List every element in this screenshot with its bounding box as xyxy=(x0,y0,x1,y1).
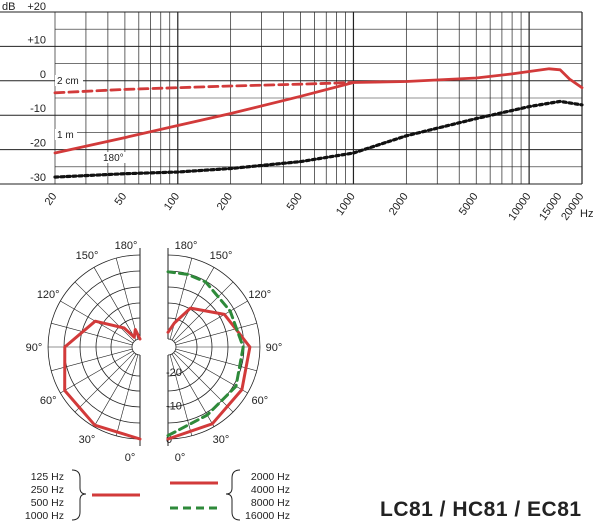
polar-spoke xyxy=(175,322,257,346)
series-line xyxy=(352,67,584,90)
series-label: 1 m xyxy=(57,130,74,141)
polar-radial-label: -20 xyxy=(166,367,182,379)
polar-spoke xyxy=(93,353,137,427)
polar-angle-label: 0° xyxy=(175,452,186,464)
polar-angle-label: 180° xyxy=(115,240,138,252)
legend-frequency-label: 250 Hz xyxy=(31,484,64,496)
series-label-bg xyxy=(55,129,77,140)
polar-spoke xyxy=(175,348,257,372)
polar-angle-label: 90° xyxy=(26,342,43,354)
polar-spoke xyxy=(60,350,134,394)
polar-angle-label: 120° xyxy=(37,289,60,301)
polar-angle-label: 180° xyxy=(175,240,198,252)
polar-angle-label: 150° xyxy=(76,250,99,262)
series-label-bg xyxy=(55,75,83,86)
y-tick-label: 0 xyxy=(40,69,46,81)
series-label: 180° xyxy=(103,153,124,164)
y-tick-label: +10 xyxy=(27,34,46,46)
legend-brace xyxy=(225,469,241,521)
x-tick-label: 2000 xyxy=(387,191,411,218)
polar-angle-label: 150° xyxy=(210,250,233,262)
y-tick-label: -30 xyxy=(30,172,46,184)
polar-spoke xyxy=(169,354,193,436)
x-tick-label: 50 xyxy=(113,191,130,208)
polar-spoke xyxy=(115,258,139,340)
frequency-response-chart: dB +20 +10 0 -10 -20 -30 20 50 100 200 500 1000 2000 5… xyxy=(0,1,593,223)
legend-frequency-label: 1000 Hz xyxy=(25,510,64,522)
series-label: 2 cm xyxy=(57,76,79,87)
polar-ring xyxy=(131,338,141,356)
polar-angle-label: 0° xyxy=(125,452,136,464)
polar-radial-label: -10 xyxy=(166,400,182,412)
x-tick-label: 5000 xyxy=(457,191,481,218)
polar-angle-label: 30° xyxy=(79,434,96,446)
polar-angle-label: 60° xyxy=(251,395,268,407)
legend-frequency-label: 16000 Hz xyxy=(245,510,290,522)
polar-pattern-chart: 180° 150° 120° 90° 60° 30° 0° 180° 150° 120° 90° 60… xyxy=(26,240,283,464)
x-tick-label: 100 xyxy=(162,191,182,213)
legend-frequency-label: 500 Hz xyxy=(31,497,64,509)
x-tick-label: 200 xyxy=(215,191,235,213)
polar-ring xyxy=(167,338,177,356)
series-line xyxy=(53,81,355,155)
polar-angle-label: 90° xyxy=(266,342,283,354)
x-tick-label: 20 xyxy=(43,191,60,208)
y-tick-label: -10 xyxy=(30,103,46,115)
polar-spoke xyxy=(174,300,248,344)
x-tick-label: 10000 xyxy=(506,191,533,223)
polar-spoke xyxy=(74,352,135,413)
y-tick-label: +20 xyxy=(27,1,46,13)
legend-frequency-label: 4000 Hz xyxy=(251,484,290,496)
y-axis-unit: dB xyxy=(2,1,15,13)
polar-angle-label: 30° xyxy=(213,434,230,446)
polar-spoke xyxy=(51,322,133,346)
polar-spoke xyxy=(74,281,135,342)
legend-frequency-label: 8000 Hz xyxy=(251,497,290,509)
polar-spoke xyxy=(171,267,215,341)
polar-angle-label: 120° xyxy=(248,289,271,301)
legend-frequency-label: 125 Hz xyxy=(31,471,64,483)
legend-frequency-label: 2000 Hz xyxy=(251,471,290,483)
legend-brace xyxy=(71,469,87,521)
polar-angle-label: 60° xyxy=(40,395,57,407)
series-line xyxy=(53,81,355,95)
polar-spoke xyxy=(115,354,139,436)
polar-curve xyxy=(63,319,142,441)
model-title: LC81 / HC81 / EC81 xyxy=(380,498,582,521)
x-tick-label: 1000 xyxy=(334,191,358,218)
x-axis-unit: Hz xyxy=(580,208,593,220)
series-line xyxy=(53,99,584,179)
series-label-bg xyxy=(101,152,129,163)
polar-spoke xyxy=(93,267,137,341)
x-tick-label: 500 xyxy=(285,191,305,213)
polar-curve xyxy=(166,270,245,438)
y-tick-label: -20 xyxy=(30,138,46,150)
polar-spoke xyxy=(173,352,234,413)
